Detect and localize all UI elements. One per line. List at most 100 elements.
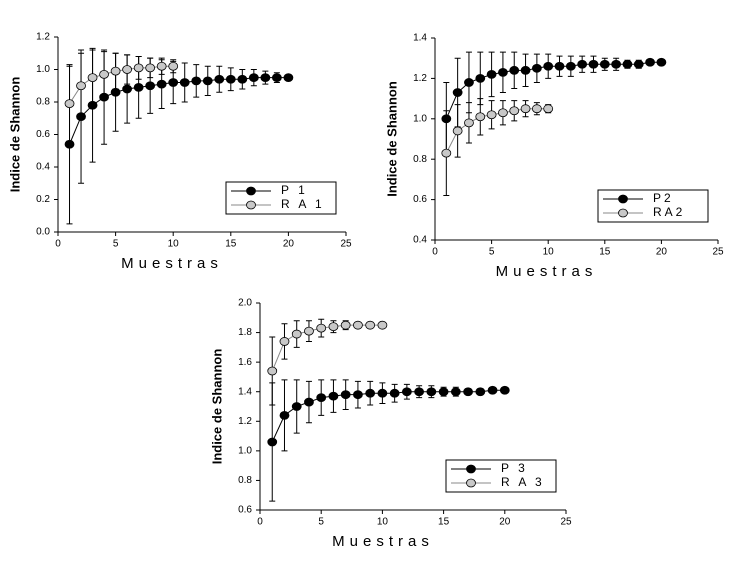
y-tick-label: 2.0 xyxy=(238,298,252,309)
marker xyxy=(656,57,667,67)
y-tick-label: 0.2 xyxy=(36,194,50,205)
legend-marker xyxy=(618,208,628,218)
x-axis-title: Muestras xyxy=(121,255,223,272)
x-tick-label: 0 xyxy=(257,517,263,528)
marker xyxy=(452,88,463,97)
marker xyxy=(145,63,156,73)
y-axis-title: Indice de Shannon xyxy=(384,81,399,197)
marker xyxy=(475,387,486,397)
legend-marker xyxy=(246,200,256,210)
legend-marker xyxy=(618,194,628,204)
x-tick-label: 20 xyxy=(283,239,295,250)
marker xyxy=(340,390,351,400)
marker xyxy=(237,74,248,84)
legend-label: P 3 xyxy=(501,461,528,475)
marker xyxy=(463,387,473,397)
marker xyxy=(475,112,486,122)
marker xyxy=(554,61,565,71)
marker xyxy=(279,337,290,346)
series-line xyxy=(69,65,174,104)
y-tick-label: 1.8 xyxy=(238,327,252,338)
y-tick-label: 0.8 xyxy=(238,475,252,486)
legend-box xyxy=(225,181,337,215)
marker xyxy=(133,63,144,73)
marker xyxy=(487,385,498,395)
marker xyxy=(486,69,497,79)
x-tick-label: 25 xyxy=(712,247,724,258)
x-tick-label: 5 xyxy=(113,239,119,250)
marker xyxy=(168,61,179,71)
marker xyxy=(248,73,259,83)
x-tick-label: 15 xyxy=(438,517,450,528)
marker xyxy=(133,82,144,92)
y-tick-label: 1.0 xyxy=(36,64,50,75)
series-line xyxy=(69,77,289,145)
y-tick-label: 1.2 xyxy=(36,32,50,43)
y-tick-label: 0.8 xyxy=(413,154,427,165)
marker xyxy=(452,126,463,136)
y-tick-label: 0.8 xyxy=(36,97,50,108)
marker xyxy=(156,79,167,89)
x-axis-title: Muestras xyxy=(332,533,434,550)
marker xyxy=(611,59,622,69)
marker xyxy=(414,387,425,397)
x-tick-label: 15 xyxy=(599,247,611,258)
series-line xyxy=(445,108,549,154)
marker xyxy=(260,73,271,83)
legend-label: P 1 xyxy=(281,183,308,197)
marker xyxy=(291,329,302,339)
marker xyxy=(365,320,376,330)
marker xyxy=(283,73,294,83)
legend-label: R A 1 xyxy=(281,197,325,211)
y-tick-label: 0.6 xyxy=(413,194,427,205)
marker xyxy=(156,61,167,71)
marker xyxy=(498,108,508,118)
y-tick-label: 0.4 xyxy=(36,162,50,173)
y-tick-label: 1.0 xyxy=(413,113,427,124)
y-tick-label: 0.6 xyxy=(36,129,50,140)
marker xyxy=(110,66,121,76)
y-axis-title: Indice de Shannon xyxy=(7,77,22,193)
marker xyxy=(599,59,610,69)
marker xyxy=(145,81,156,91)
x-tick-label: 20 xyxy=(656,247,668,258)
marker xyxy=(316,323,327,333)
y-tick-label: 1.2 xyxy=(413,73,427,84)
marker xyxy=(99,69,109,79)
marker xyxy=(64,99,75,109)
marker xyxy=(291,402,302,411)
marker xyxy=(202,76,213,86)
x-tick-label: 25 xyxy=(560,517,572,528)
marker xyxy=(450,387,461,397)
x-tick-label: 20 xyxy=(499,517,511,528)
marker xyxy=(577,59,588,69)
marker xyxy=(267,437,278,447)
marker xyxy=(543,104,554,114)
marker xyxy=(464,118,474,128)
marker xyxy=(87,73,98,83)
marker xyxy=(225,74,236,84)
marker xyxy=(353,320,363,330)
x-tick-label: 0 xyxy=(55,239,61,250)
marker xyxy=(179,78,190,87)
legend-label: RA2 xyxy=(653,205,685,219)
y-tick-label: 1.4 xyxy=(238,386,252,397)
marker xyxy=(520,65,531,75)
marker xyxy=(441,148,452,158)
x-tick-label: 25 xyxy=(340,239,352,250)
marker xyxy=(316,393,327,403)
marker xyxy=(267,366,278,376)
y-tick-label: 1.4 xyxy=(413,33,427,44)
legend-label: P2 xyxy=(653,191,674,205)
x-tick-label: 5 xyxy=(318,517,324,528)
marker xyxy=(122,84,133,94)
legend-marker xyxy=(246,186,256,196)
marker xyxy=(486,110,497,120)
marker xyxy=(377,388,388,398)
series-line xyxy=(271,324,383,372)
y-tick-label: 0.0 xyxy=(36,227,50,238)
y-tick-label: 0.6 xyxy=(238,505,252,516)
series-line xyxy=(445,61,662,119)
legend-marker xyxy=(466,478,476,488)
